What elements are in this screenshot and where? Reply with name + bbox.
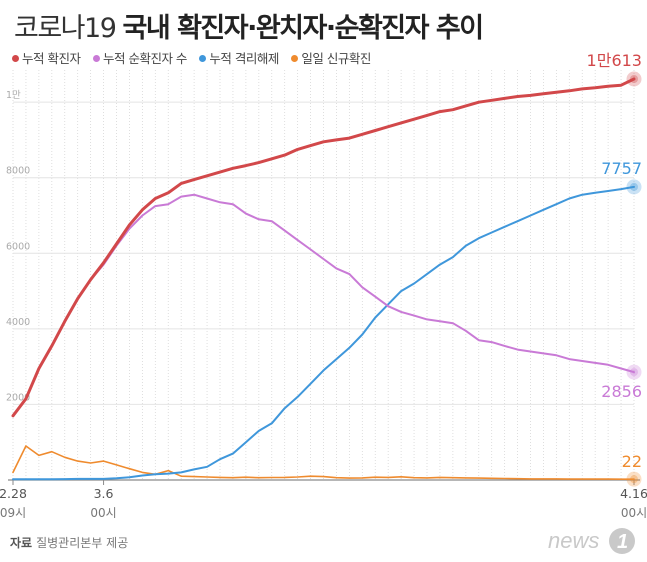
x-tick-label: 4.16 bbox=[620, 486, 647, 501]
series-end-halo bbox=[626, 364, 642, 380]
series-end-label: 22 bbox=[622, 452, 642, 471]
y-tick-label: 6000 bbox=[6, 241, 30, 252]
legend-item-cumulative-confirmed: 누적 확진자 bbox=[12, 51, 81, 66]
title-main: 국내 확진자·완치자·순확진자 추이 bbox=[122, 13, 484, 44]
x-tick-label: 2.28 bbox=[0, 486, 27, 501]
legend-dot-icon bbox=[12, 55, 19, 62]
x-tick-sublabel: 09시 bbox=[0, 506, 26, 520]
legend-dot-icon bbox=[92, 55, 100, 62]
legend-dot-icon bbox=[291, 55, 299, 62]
y-tick-label: 8000 bbox=[6, 166, 30, 177]
series-line-2 bbox=[12, 185, 635, 481]
series-end-label: 2856 bbox=[601, 382, 642, 401]
series-end-label: 1만613 bbox=[587, 51, 642, 70]
y-tick-label: 2000 bbox=[6, 392, 30, 403]
series-end-marker bbox=[630, 75, 638, 83]
series-end-marker bbox=[630, 368, 638, 377]
series-line-3 bbox=[12, 445, 635, 481]
legend: 누적 확진자 누적 순확진자 수 누적 격리해제 일일 신규확진 bbox=[12, 48, 380, 67]
series-end-marker bbox=[630, 182, 638, 191]
legend-item-net-confirmed: 누적 순확진자 수 bbox=[92, 51, 187, 66]
source-label: 자료 bbox=[10, 536, 33, 550]
legend-item-daily-new: 일일 신규확진 bbox=[291, 51, 371, 66]
title-prefix: 코로나19 bbox=[14, 13, 117, 44]
y-tick-label: 1만 bbox=[6, 90, 21, 101]
source-text: 질병관리본부 제공 bbox=[36, 536, 129, 550]
x-tick-sublabel: 00시 bbox=[90, 506, 116, 520]
series-end-halo bbox=[626, 71, 642, 87]
series-end-halo bbox=[626, 471, 642, 487]
series-end-marker bbox=[630, 475, 638, 484]
logo-text: news bbox=[548, 528, 599, 553]
chart-title: 코로나19 국내 확진자·완치자·순확진자 추이 bbox=[14, 6, 484, 45]
series-end-label: 7757 bbox=[601, 159, 642, 178]
y-tick-label: 4000 bbox=[6, 317, 30, 328]
source-note: 자료 질병관리본부 제공 bbox=[10, 534, 128, 551]
series-end-halo bbox=[626, 179, 642, 195]
series-line-0 bbox=[11, 77, 636, 418]
news1-logo: news 1 bbox=[548, 528, 635, 554]
x-tick-label: 3.6 bbox=[94, 486, 114, 501]
legend-dot-icon bbox=[199, 55, 207, 62]
x-tick-sublabel: 00시 bbox=[621, 506, 647, 520]
legend-item-released: 누적 격리해제 bbox=[199, 51, 279, 66]
line-chart: 2000 4000 6000 8000 1만 2.28 09시 3.6 00시 4.16 00시 1만… bbox=[0, 51, 647, 520]
logo-one: 1 bbox=[617, 531, 628, 553]
logo-circle bbox=[609, 528, 635, 554]
